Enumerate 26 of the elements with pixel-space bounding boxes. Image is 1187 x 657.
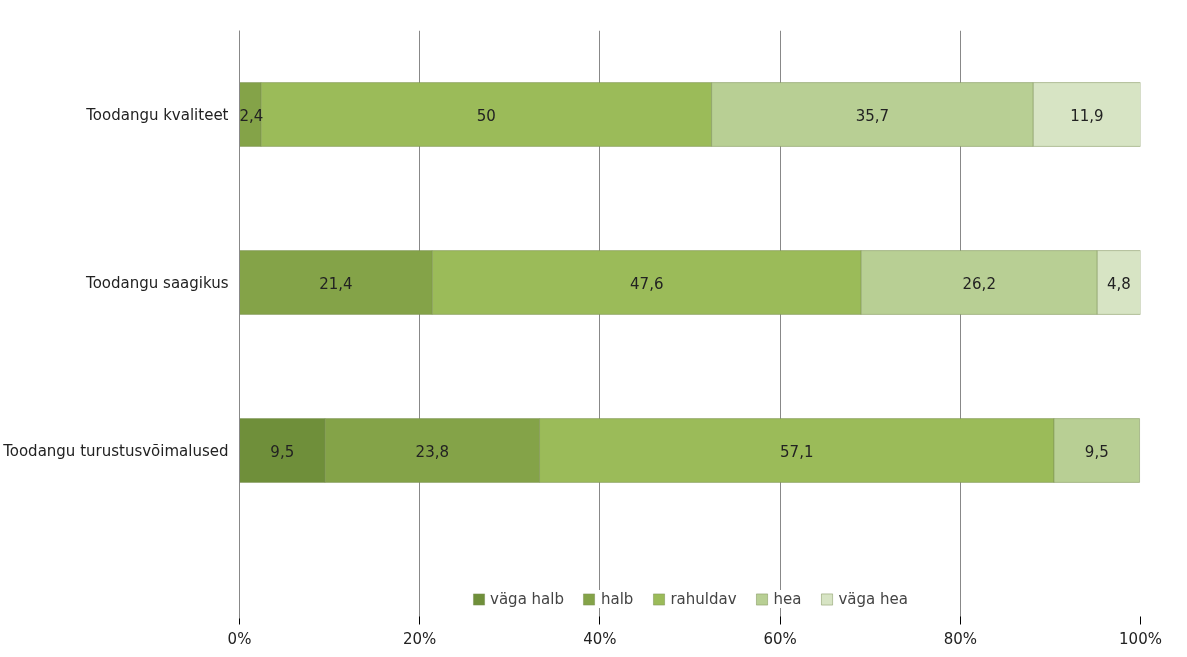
data-label: 23,8 [415,442,450,461]
legend-label: halb [601,590,634,608]
data-label: 2,4 [239,106,264,125]
data-label: 9,5 [1084,442,1109,461]
x-tick-label: 40% [583,629,617,648]
x-tick-label: 20% [403,629,437,648]
data-label: 21,4 [319,274,353,293]
data-label: 57,1 [780,442,814,461]
data-label: 50 [476,106,496,125]
data-label: 9,5 [270,442,295,461]
legend-label: hea [773,590,802,608]
x-tick-label: 80% [943,629,977,648]
data-label: 26,2 [962,274,996,293]
data-label: 47,6 [630,274,664,293]
y-tick-label: Toodangu turustusvõimalused [2,441,229,460]
legend-label: väga hea [838,590,908,608]
legend-label: rahuldav [670,590,737,608]
data-label: 11,9 [1070,106,1104,125]
data-label: 4,8 [1106,274,1131,293]
x-tick-label: 60% [763,629,797,648]
data-label: 35,7 [855,106,890,125]
y-tick-label: Toodangu kvaliteet [85,105,229,124]
legend-label: väga halb [490,590,564,608]
x-tick-label: 0% [227,629,252,648]
y-tick-label: Toodangu saagikus [85,273,229,292]
x-tick-label: 100% [1119,629,1162,648]
